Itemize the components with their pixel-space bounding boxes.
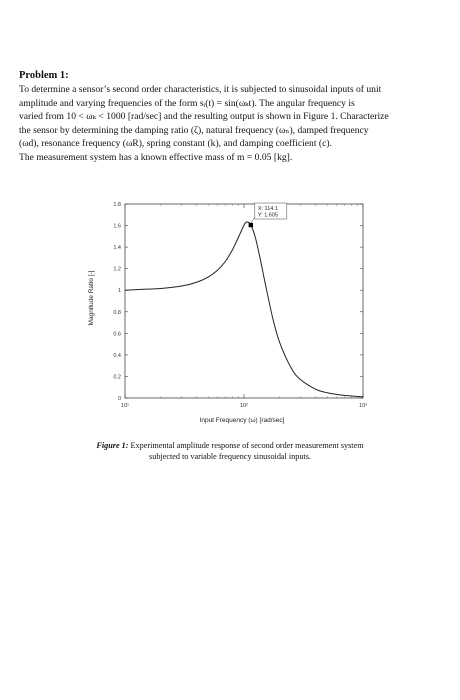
x-tick-label: 10² — [240, 403, 248, 409]
datatip-pointer — [250, 216, 256, 224]
y-tick-label: 1.2 — [113, 267, 121, 273]
figure-caption: Figure 1: Experimental amplitude respons… — [80, 441, 380, 462]
response-curve — [124, 221, 364, 398]
x-ticks: 10¹ 10² 10³ — [121, 204, 367, 409]
x-tick-label: 10¹ — [121, 403, 129, 409]
problem-line-6: The measurement system has a known effec… — [19, 151, 293, 163]
caption-text: Experimental amplitude response of secon… — [128, 441, 364, 461]
plot-box — [124, 203, 364, 399]
chart-axes — [124, 203, 364, 399]
problem-line-4: the sensor by determining the damping ra… — [19, 124, 369, 136]
magnitude-response-chart: 0 0.2 0.4 0.6 0.8 1 1.2 1.4 1.6 1.8 10¹ 10² 10³ X: … — [88, 202, 367, 424]
problem-line-3: varied from 10 < ωₖ < 1000 [rad/sec] and… — [19, 111, 389, 123]
y-axis-label: Magnitude Ratio [-] — [88, 270, 95, 325]
y-tick-label: 0.4 — [113, 353, 121, 359]
datatip-x-label: X: 114.1 — [258, 206, 278, 212]
y-tick-label: 1.6 — [113, 224, 121, 230]
datatip-y-label: Y: 1.605 — [258, 213, 278, 219]
y-tick-label: 1.4 — [113, 245, 121, 251]
y-tick-label: 0.2 — [113, 374, 121, 380]
caption-label: Figure 1: — [96, 441, 129, 450]
y-tick-label: 0 — [118, 396, 121, 402]
datatip: X: 114.1Y: 1.605 — [248, 202, 288, 228]
problem-line-1: To determine a sensor’s second order cha… — [19, 84, 382, 95]
y-tick-label: 1.8 — [113, 202, 121, 208]
y-tick-label: 0.6 — [113, 331, 121, 337]
datatip-box — [254, 202, 288, 220]
problem-heading: Problem 1: — [19, 70, 69, 81]
x-axis-label: Input Frequency (ω) [rad/sec] — [200, 417, 285, 424]
x-tick-label: 10³ — [359, 403, 367, 409]
datatip-marker — [248, 222, 254, 228]
y-tick-label: 0.8 — [113, 310, 121, 316]
problem-statement: Problem 1: To determine a sensor’s secon… — [19, 70, 444, 165]
figure-1: 0 0.2 0.4 0.6 0.8 1 1.2 1.4 1.6 1.8 10¹ 10² 10³ X: … — [85, 190, 385, 430]
problem-line-5: (ωd), resonance frequency (ωR), spring c… — [19, 138, 332, 150]
y-tick-label: 1 — [118, 288, 121, 294]
problem-line-2: amplitude and varying frequencies of the… — [19, 97, 355, 109]
y-ticks: 0 0.2 0.4 0.6 0.8 1 1.2 1.4 1.6 1.8 — [113, 202, 363, 402]
